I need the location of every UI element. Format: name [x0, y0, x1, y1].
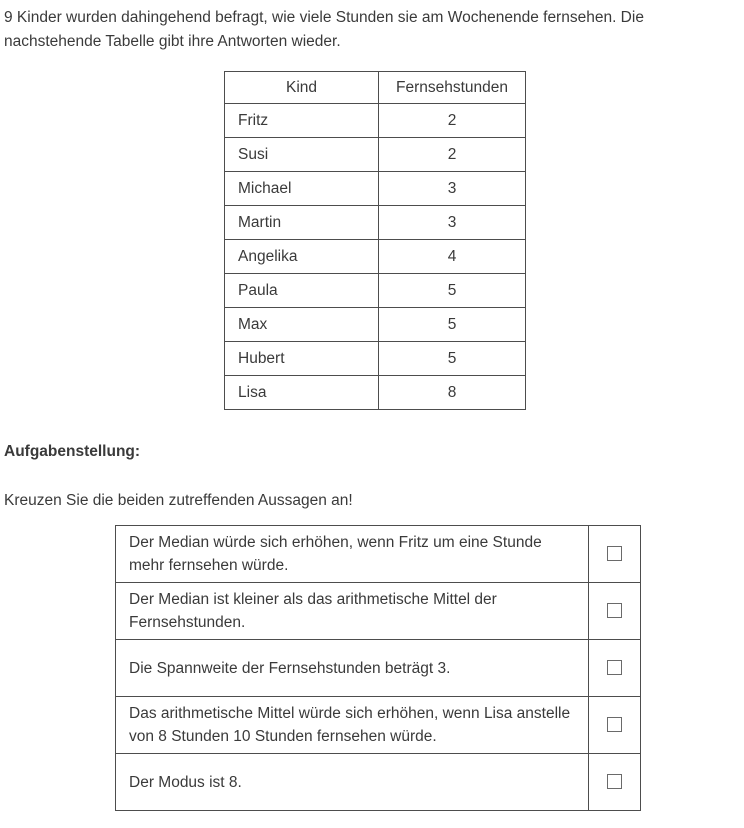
child-name: Hubert: [224, 341, 379, 376]
task-heading: Aufgabenstellung:: [4, 443, 141, 460]
checkbox-cell: [588, 753, 641, 811]
task-instruction: Kreuzen Sie die beiden zutreffenden Auss…: [4, 492, 353, 509]
statement-row: Der Modus ist 8.: [115, 753, 641, 811]
child-name: Fritz: [224, 103, 379, 138]
table-row: Martin 3: [224, 205, 526, 240]
tv-hours: 2: [378, 103, 526, 138]
child-name: Paula: [224, 273, 379, 308]
column-header-kind: Kind: [224, 71, 379, 104]
tv-hours: 3: [378, 205, 526, 240]
table-header-row: Kind Fernsehstunden: [224, 71, 526, 104]
tv-hours: 5: [378, 273, 526, 308]
child-name: Angelika: [224, 239, 379, 274]
table-row: Hubert 5: [224, 341, 526, 376]
child-name: Michael: [224, 171, 379, 206]
checkbox-cell: [588, 696, 641, 754]
tv-hours: 3: [378, 171, 526, 206]
tv-hours: 8: [378, 375, 526, 410]
child-name: Lisa: [224, 375, 379, 410]
statement-row: Der Median würde sich erhöhen, wenn Frit…: [115, 525, 641, 583]
tv-hours: 5: [378, 307, 526, 342]
statement-text: Der Median würde sich erhöhen, wenn Frit…: [115, 525, 589, 583]
statement-text: Das arithmetische Mittel würde sich erhö…: [115, 696, 589, 754]
tv-hours-table: Kind Fernsehstunden Fritz 2 Susi 2 Micha…: [224, 71, 526, 410]
statement-text: Der Modus ist 8.: [115, 753, 589, 811]
statements-table: Der Median würde sich erhöhen, wenn Frit…: [115, 525, 641, 811]
statement-checkbox[interactable]: [607, 660, 622, 676]
table-row: Michael 3: [224, 171, 526, 206]
checkbox-cell: [588, 639, 641, 697]
statement-text: Der Median ist kleiner als das arithmeti…: [115, 582, 589, 640]
checkbox-cell: [588, 582, 641, 640]
statement-row: Die Spannweite der Fernsehstunden beträg…: [115, 639, 641, 697]
table-row: Lisa 8: [224, 375, 526, 410]
table-row: Paula 5: [224, 273, 526, 308]
child-name: Max: [224, 307, 379, 342]
tv-hours: 2: [378, 137, 526, 172]
statement-row: Das arithmetische Mittel würde sich erhö…: [115, 696, 641, 754]
checkbox-cell: [588, 525, 641, 583]
child-name: Susi: [224, 137, 379, 172]
statement-row: Der Median ist kleiner als das arithmeti…: [115, 582, 641, 640]
child-name: Martin: [224, 205, 379, 240]
intro-paragraph: 9 Kinder wurden dahingehend befragt, wie…: [4, 9, 644, 50]
table-row: Fritz 2: [224, 103, 526, 138]
tv-hours: 5: [378, 341, 526, 376]
table-row: Susi 2: [224, 137, 526, 172]
statement-text: Die Spannweite der Fernsehstunden beträg…: [115, 639, 589, 697]
statement-checkbox[interactable]: [607, 717, 622, 733]
column-header-fernsehstunden: Fernsehstunden: [378, 71, 526, 104]
tv-hours: 4: [378, 239, 526, 274]
statement-checkbox[interactable]: [607, 546, 622, 562]
table-row: Max 5: [224, 307, 526, 342]
statement-checkbox[interactable]: [607, 603, 622, 619]
table-row: Angelika 4: [224, 239, 526, 274]
statement-checkbox[interactable]: [607, 774, 622, 790]
